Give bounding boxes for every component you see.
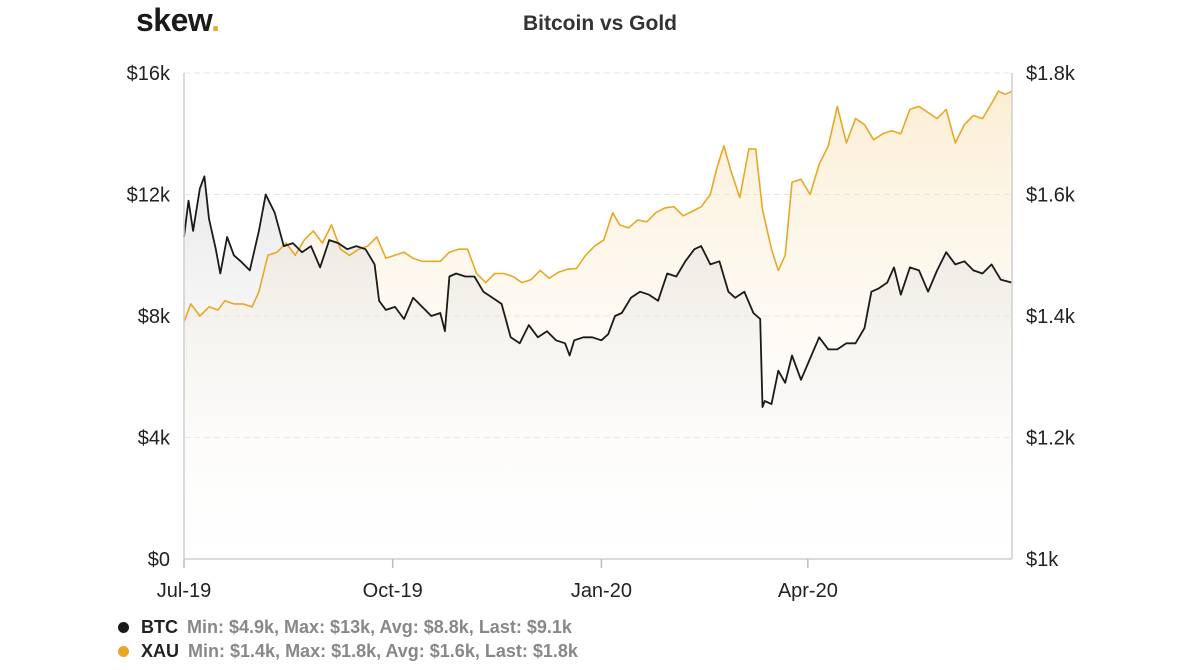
legend-series-name: XAU [141, 641, 180, 661]
y-right-tick-label: $1.2k [1026, 428, 1076, 450]
y-right-tick-label: $1k [1026, 549, 1059, 571]
y-left-tick-label: $8k [138, 306, 171, 328]
y-right-tick-label: $1.4k [1026, 306, 1076, 328]
x-tick-label: Jan-20 [571, 580, 632, 602]
legend-series-name: BTC [141, 617, 178, 637]
legend-item-btc[interactable]: BTC Min: $4.9k, Max: $13k, Avg: $8.8k, L… [118, 617, 572, 638]
legend-series-stats: Min: $4.9k, Max: $13k, Avg: $8.8k, Last:… [187, 617, 572, 637]
axes [183, 73, 1013, 568]
series-areas [184, 91, 1012, 560]
logo-text: skew [136, 2, 212, 38]
btc-line [183, 175, 1013, 408]
xau-legend-dot-icon [118, 645, 129, 657]
x-tick-label: Jul-19 [157, 580, 211, 602]
y-left-tick-label: $16k [127, 63, 171, 85]
logo-dot: . [211, 2, 220, 38]
btc-area [184, 176, 1012, 560]
y-right-tick-label: $1.8k [1026, 63, 1076, 85]
y-left-tick-label: $0 [148, 549, 170, 571]
chart-title: Bitcoin vs Gold [522, 12, 677, 35]
x-tick-label: Apr-20 [778, 580, 838, 602]
legend-item-xau[interactable]: XAU Min: $1.4k, Max: $1.8k, Avg: $1.6k, … [118, 641, 578, 662]
skew-logo: skew. [136, 2, 220, 39]
y-left-tick-label: $4k [138, 428, 171, 450]
y-right-tick-label: $1.6k [1026, 185, 1076, 207]
tick-labels: $0 $1k $4k $1.2k $8k $1.4k $12k $1.6k $16k $1.8k J… [127, 63, 1076, 602]
xau-line [183, 90, 1013, 323]
y-left-tick-label: $12k [127, 185, 171, 207]
series-lines [183, 90, 1013, 408]
x-tick-label: Oct-19 [363, 580, 423, 602]
btc-legend-dot-icon [118, 621, 129, 633]
legend-series-stats: Min: $1.4k, Max: $1.8k, Avg: $1.6k, Last… [188, 641, 578, 661]
